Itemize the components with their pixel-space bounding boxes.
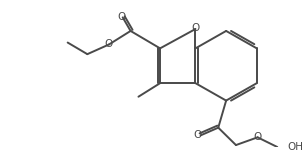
Text: OH: OH: [287, 142, 303, 152]
Text: O: O: [253, 132, 262, 142]
Text: O: O: [191, 23, 200, 33]
Text: O: O: [118, 12, 126, 22]
Text: O: O: [193, 130, 202, 140]
Text: O: O: [105, 40, 113, 50]
